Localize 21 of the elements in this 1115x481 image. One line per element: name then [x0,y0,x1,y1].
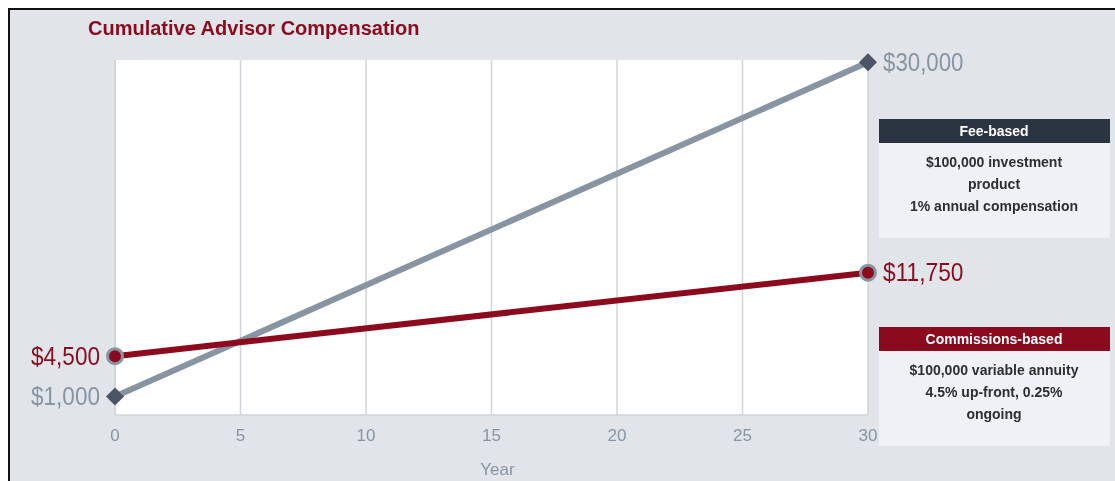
text: 1% annual compensation [909,198,1079,214]
text: $100,000 variable annuity [909,362,1079,378]
text: Fee-based [959,123,1029,139]
data-label: $30,000 [883,48,974,77]
x-tick-label: 20 [607,426,627,445]
point [859,263,877,282]
text: Commissions-based [925,331,1063,347]
x-tick-label: 5 [235,426,246,445]
data-label: $11,750 [883,258,972,287]
data-label: $1,000 [31,382,108,411]
chart-title: Cumulative Advisor Compensation [88,17,420,39]
text: 4.5% up-front, 0.25% ongoing [925,384,1064,422]
x-tick-label: 10 [356,426,376,445]
text: $100,000 investment product [925,154,1063,192]
point [106,347,124,366]
data-label: $4,500 [31,341,108,370]
x-tick-label: 30 [858,426,878,445]
x-tick-label: 25 [733,426,752,445]
x-axis-title: Year [480,460,516,479]
x-tick-label: 15 [482,426,501,445]
x-tick-label: 0 [110,426,120,445]
